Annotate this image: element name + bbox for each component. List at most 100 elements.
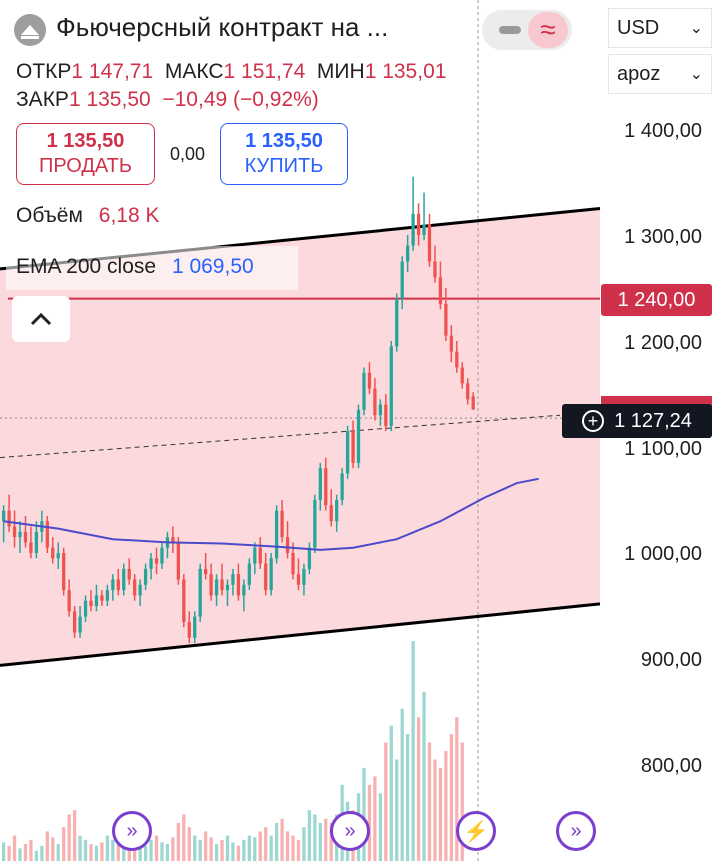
volume-bar xyxy=(105,835,110,861)
volume-bar xyxy=(433,759,437,861)
candle-body xyxy=(406,245,410,262)
buy-button[interactable]: 1 135,50 КУПИТЬ xyxy=(220,123,348,185)
volume-bar xyxy=(100,842,104,861)
candle-body xyxy=(127,568,131,580)
volume-bar xyxy=(116,844,120,861)
volume-bar xyxy=(236,845,241,861)
candle-body xyxy=(455,351,459,368)
candle-body xyxy=(438,277,443,304)
volume-bar xyxy=(94,845,99,861)
volume-bar xyxy=(160,842,164,861)
candle-body xyxy=(291,553,295,575)
ema-legend-bg xyxy=(6,246,298,290)
candle-body xyxy=(416,213,421,235)
minus-icon[interactable] xyxy=(492,14,528,46)
volume-bar xyxy=(318,822,322,861)
volume-bar xyxy=(154,835,159,861)
candle-body xyxy=(7,510,11,527)
candle-body xyxy=(411,213,415,246)
volume-bar xyxy=(307,810,312,861)
crosshair-price-value: 1 127,24 xyxy=(614,409,692,432)
settings-select[interactable]: apoz ⌄ xyxy=(608,54,712,94)
volume-bar xyxy=(34,850,39,861)
volume-bar xyxy=(253,837,257,861)
candle-body xyxy=(198,568,202,617)
ohlc-row-2: ЗАКР1 135,50 −10,49 (−0,92%) xyxy=(16,88,319,112)
candle-body xyxy=(34,531,39,553)
collapse-legend-button[interactable] xyxy=(12,296,70,342)
channel-lower-line xyxy=(0,602,601,667)
candle-body xyxy=(171,537,175,543)
volume-bar xyxy=(438,767,443,861)
candle-body xyxy=(340,473,344,500)
volume-bar xyxy=(274,822,279,861)
volume-bar xyxy=(51,837,55,861)
crosshair-price-tag[interactable]: + 1 127,24 xyxy=(562,404,712,438)
volume-bar xyxy=(264,827,268,861)
lightning-icon[interactable]: ⚡ xyxy=(456,811,496,851)
candle-body xyxy=(427,224,432,262)
candle-body xyxy=(231,574,235,585)
candle-body xyxy=(45,521,49,548)
candle-body xyxy=(258,547,262,564)
volume-bar xyxy=(23,844,28,861)
y-tick-label: 1 100,00 xyxy=(624,438,702,460)
alert-price-tag[interactable]: 1 240,00 xyxy=(601,284,712,316)
candle-body xyxy=(335,500,339,522)
candle-body xyxy=(94,595,99,606)
candle-body xyxy=(351,431,355,463)
candle-body xyxy=(154,558,159,564)
plus-circle-icon[interactable]: + xyxy=(582,410,605,432)
y-tick-label: 1 200,00 xyxy=(624,332,702,354)
candle-body xyxy=(220,579,224,591)
candle-body xyxy=(362,372,366,410)
volume-bar xyxy=(422,691,426,861)
volume-bar xyxy=(362,767,366,861)
y-tick-label: 1 000,00 xyxy=(624,543,702,565)
volume-bar xyxy=(389,725,393,861)
y-tick-label: 800,00 xyxy=(640,755,702,777)
high-label: МАКС xyxy=(164,60,224,83)
volume-bar xyxy=(83,839,88,861)
candle-body xyxy=(318,468,322,500)
candle-body xyxy=(444,303,448,336)
volume-bar xyxy=(280,818,284,861)
volume-bar xyxy=(225,835,230,861)
currency-select[interactable]: USD ⌄ xyxy=(608,8,712,48)
volume-bar xyxy=(296,839,301,861)
volume-legend[interactable]: Объём 6,18 K xyxy=(16,204,159,228)
volume-bar xyxy=(193,835,197,861)
sell-label: ПРОДАТЬ xyxy=(38,155,133,177)
volume-bar xyxy=(400,708,404,861)
double-chevron-icon[interactable]: » xyxy=(556,811,596,851)
volume-bar xyxy=(247,835,251,861)
candle-body xyxy=(51,547,55,559)
candle-body xyxy=(29,542,33,553)
currency-value: USD xyxy=(617,16,660,39)
candle-body xyxy=(356,409,361,463)
candle-body xyxy=(89,600,93,606)
ema-legend[interactable]: EMA 200 close 1 069,50 xyxy=(16,255,254,279)
candle-body xyxy=(242,584,246,596)
volume-bar xyxy=(367,784,372,861)
candle-body xyxy=(307,547,312,569)
close-label: ЗАКР xyxy=(16,88,69,111)
candle-body xyxy=(345,431,350,474)
buy-price: 1 135,50 xyxy=(245,130,323,152)
approx-icon[interactable]: ≈ xyxy=(528,12,568,48)
candle-body xyxy=(72,611,77,633)
volume-bar xyxy=(258,831,262,861)
sell-button[interactable]: 1 135,50 ПРОДАТЬ xyxy=(16,123,155,185)
double-chevron-icon[interactable]: » xyxy=(112,811,152,851)
candle-body xyxy=(269,558,273,591)
candle-body xyxy=(460,367,464,384)
volume-bar xyxy=(18,848,22,861)
volume-bar xyxy=(40,845,44,861)
volume-bar xyxy=(67,814,71,861)
candle-body xyxy=(384,404,388,426)
volume-bar xyxy=(329,822,333,861)
candle-body xyxy=(296,574,301,585)
settings-value: apoz xyxy=(617,62,661,85)
double-chevron-icon[interactable]: » xyxy=(330,811,370,851)
